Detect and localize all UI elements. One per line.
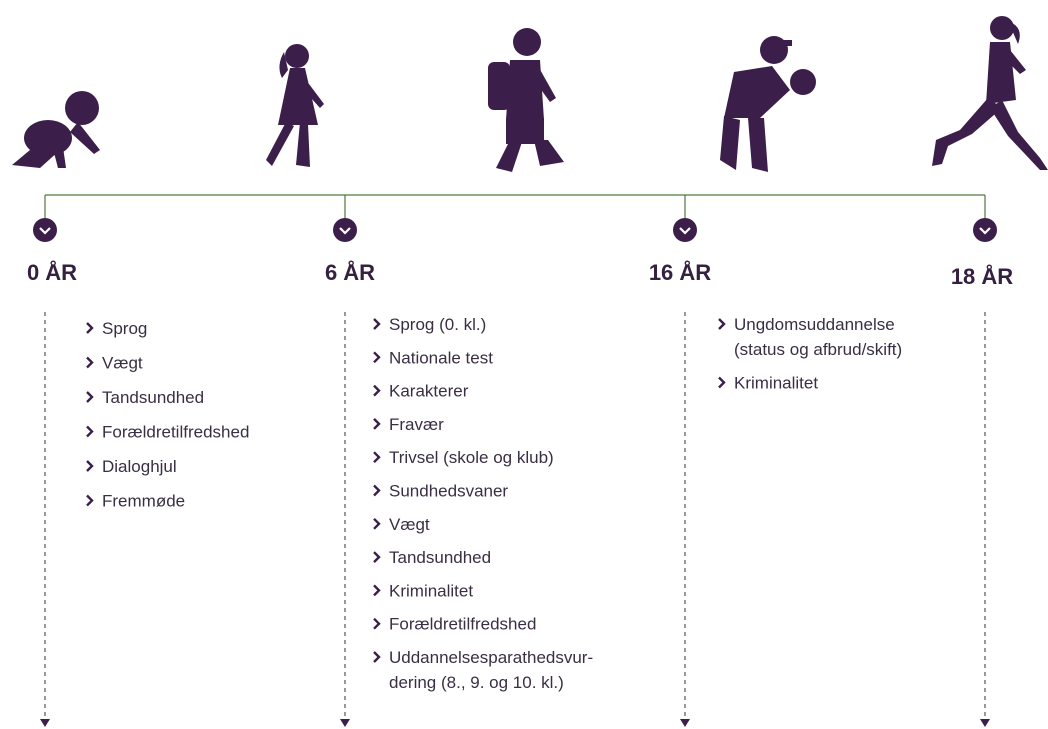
bullet-chevron bbox=[87, 427, 92, 437]
bullet-chevron bbox=[374, 585, 379, 595]
list-item: dering (8., 9. og 10. kl.) bbox=[389, 673, 564, 692]
list-item: Vægt bbox=[389, 515, 430, 534]
bullet-chevron bbox=[374, 519, 379, 529]
list-item: Tandsundhed bbox=[389, 548, 491, 567]
timeline: 0 ÅR Sprog Vægt Tandsundhed Forældretilfreds… bbox=[0, 0, 1048, 729]
bullet-chevron bbox=[87, 392, 92, 402]
bullet-chevron bbox=[374, 452, 379, 462]
list-item: Fremmøde bbox=[102, 492, 185, 511]
bullet-chevron bbox=[87, 358, 92, 368]
bullet-chevron bbox=[87, 496, 92, 506]
bullet-chevron bbox=[374, 486, 379, 496]
bullet-chevron bbox=[374, 552, 379, 562]
list-item: Sundhedsvaner bbox=[389, 482, 508, 501]
milestone-dot bbox=[673, 218, 697, 242]
bullet-chevron bbox=[87, 461, 92, 471]
list-item: Karakterer bbox=[389, 382, 469, 401]
arrow-head bbox=[40, 719, 50, 727]
milestone-label: 18 ÅR bbox=[951, 263, 1013, 289]
list-item: Sprog bbox=[102, 319, 147, 338]
milestone-label: 6 ÅR bbox=[325, 259, 375, 285]
bullet-chevron bbox=[374, 319, 379, 329]
milestones: 0 ÅR Sprog Vægt Tandsundhed Forældretilfreds… bbox=[27, 195, 1013, 727]
arrow-head bbox=[980, 719, 990, 727]
bullet-chevron bbox=[374, 652, 379, 662]
list-item: Fravær bbox=[389, 415, 444, 434]
milestone-dot bbox=[333, 218, 357, 242]
list-item: Dialoghjul bbox=[102, 457, 177, 476]
bullet-chevron bbox=[374, 352, 379, 362]
bullet-chevron bbox=[374, 619, 379, 629]
list-item: Uddannelsesparathedsvur- bbox=[389, 648, 593, 667]
milestone-label: 16 ÅR bbox=[649, 259, 711, 285]
bullet-chevron bbox=[87, 323, 92, 333]
arrow-head bbox=[340, 719, 350, 727]
list-item: Kriminalitet bbox=[389, 581, 473, 600]
list-item: Trivsel (skole og klub) bbox=[389, 448, 554, 467]
milestone-dot bbox=[973, 218, 997, 242]
list-item: Vægt bbox=[102, 354, 143, 373]
bullet-chevron bbox=[374, 386, 379, 396]
silhouettes bbox=[12, 16, 1048, 172]
list-item: Tandsundhed bbox=[102, 388, 204, 407]
list-item: Sprog (0. kl.) bbox=[389, 315, 486, 334]
milestone-label: 0 ÅR bbox=[27, 259, 77, 285]
milestone-dot bbox=[33, 218, 57, 242]
bullet-chevron bbox=[719, 319, 724, 329]
bullet-chevron bbox=[719, 378, 724, 388]
list-item: Ungdomsuddannelse bbox=[734, 315, 895, 334]
list-item: Kriminalitet bbox=[734, 374, 818, 393]
bullet-chevron bbox=[374, 419, 379, 429]
list-item: Forældretilfredshed bbox=[389, 615, 536, 634]
arrow-head bbox=[680, 719, 690, 727]
list-item: (status og afbrud/skift) bbox=[734, 340, 902, 359]
list-item: Forældretilfredshed bbox=[102, 423, 249, 442]
list-item: Nationale test bbox=[389, 348, 493, 367]
